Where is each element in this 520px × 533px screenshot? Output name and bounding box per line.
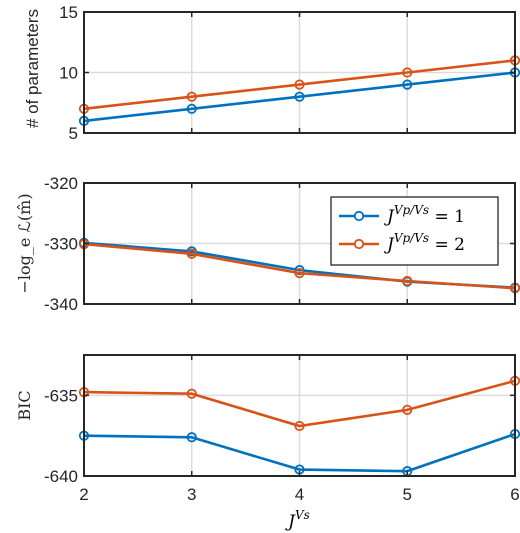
legend-box	[330, 196, 499, 266]
series-line-1	[83, 432, 516, 473]
ytick-label: 15	[59, 3, 78, 22]
data-point-s2-1	[186, 388, 197, 399]
ytick-label: -340	[44, 295, 78, 314]
xtick-label: 3	[187, 485, 196, 504]
ytick-label: -320	[44, 174, 78, 193]
panel-neg-log-likelihood: -340 -330 -320	[44, 174, 520, 314]
series-line-2	[83, 379, 516, 428]
series-line-1	[83, 71, 516, 123]
ytick-label: -330	[44, 235, 78, 254]
legend-sup: Vp/Vs	[394, 203, 429, 217]
xlabel-sup: Vs	[295, 508, 310, 522]
data-point-s1-3	[402, 79, 413, 90]
xtick-label: 2	[79, 485, 88, 504]
legend-base: J	[384, 207, 395, 227]
ytick-label: -635	[44, 386, 78, 405]
data-point-s1-1	[186, 432, 197, 443]
panel-bic: -640 -635 2 3 4 5 6	[44, 354, 520, 504]
xtick-label: 6	[510, 485, 519, 504]
ylabel-bic: BIC	[15, 390, 34, 420]
panel-parameters: 5 10 15	[59, 3, 520, 143]
data-point-s2-1	[186, 91, 197, 102]
legend-swatch-marker-1	[353, 210, 365, 222]
data-point-s2-2	[294, 420, 305, 432]
legend-rhs: = 2	[429, 235, 465, 255]
data-point-s1-2	[294, 91, 305, 102]
legend-label-1: JVp/Vs = 1	[384, 203, 465, 227]
data-point-s2-3	[402, 67, 413, 78]
data-point-s2-2	[294, 268, 305, 279]
data-point-s2-3	[402, 275, 413, 287]
legend-sup: Vp/Vs	[394, 231, 429, 245]
data-point-s1-1	[186, 103, 197, 114]
xtick-label: 4	[295, 485, 304, 504]
legend-rhs: = 1	[429, 207, 465, 227]
ylabel-parameters: # of parameters	[23, 9, 42, 128]
ytick-label: 5	[69, 124, 78, 143]
xlabel-base: J	[285, 512, 296, 532]
ytick-label: 10	[59, 64, 78, 83]
ylabel-likelihood: −log_e ℒ(m̂)	[15, 193, 34, 293]
xlabel: JVs	[285, 508, 310, 532]
legend-swatch-marker-2	[353, 238, 365, 250]
legend-label-2: JVp/Vs = 2	[384, 231, 465, 255]
series-line-2	[83, 59, 516, 111]
xtick-label: 5	[403, 485, 412, 504]
data-point-s2-1	[186, 248, 197, 259]
ytick-label: -640	[44, 467, 78, 486]
data-point-s2-3	[402, 404, 413, 415]
data-point-s2-2	[294, 79, 305, 90]
legend-base: J	[384, 235, 395, 255]
series-line-2	[83, 242, 516, 290]
